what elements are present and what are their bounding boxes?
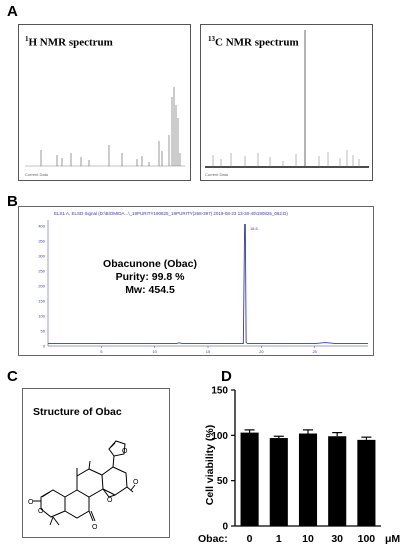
hplc-y-tick: 200 [38,284,45,289]
bar-30 [328,436,347,526]
hplc-panel [18,206,374,356]
x-tick-label: 100 [358,533,376,545]
bar-100 [357,439,376,526]
hplc-y-tick: 100 [38,314,45,319]
panel-label-c: C [7,368,18,385]
svg-text:O: O [92,524,98,531]
svg-text:O: O [28,499,34,506]
h-nmr-panel: 1H NMR spectrum Current Data [18,24,191,181]
hplc-x-tick: 20 [259,349,264,354]
hplc-annotation: Obacunone (Obac) Purity: 99.8 % Mw: 454.… [80,258,220,297]
panel-label-d: D [221,368,232,385]
y-tick-label: 100 [211,431,228,442]
hplc-x-tick: 15 [206,349,211,354]
c-nmr-panel: 13C NMR spectrum Current Data [200,24,373,181]
purity-text: Purity: 99.8 % [115,271,185,283]
y-tick-label: 50 [217,476,229,487]
x-axis-label: Obac: [198,533,228,545]
svg-text:O: O [38,508,44,515]
compound-name: Obacunone (Obac) [103,258,197,270]
h-nmr-spectrum: Current Data [25,87,185,177]
svg-text:Current Data: Current Data [25,172,49,177]
hplc-y-tick: 300 [38,254,45,259]
x-tick-label: 1 [276,533,282,545]
hplc-chart: 400 350 300 250 200 150 100 50 0 5 10 15 20 25 18.5 [38,220,368,354]
hplc-y-tick: 350 [38,239,45,244]
mw-text: Mw: 454.5 [125,284,175,296]
bar-0 [240,432,259,526]
h-nmr-title: 1H NMR spectrum [25,35,113,49]
hplc-y-tick: 150 [38,299,45,304]
hplc-y-tick: 50 [41,329,46,334]
panel-label-b: B [7,193,18,210]
hplc-y-tick: 400 [38,224,45,229]
y-axis-label: Cell viability (%) [204,425,216,506]
svg-text:O: O [133,479,139,486]
x-tick-label: 0 [247,533,253,545]
c-nmr-title: 13C NMR spectrum [208,35,299,49]
bar-10 [298,433,318,526]
svg-text:O: O [107,497,113,504]
svg-text:O: O [122,448,128,455]
structure-title: Structure of Obac [33,406,122,418]
x-tick-label: 10 [302,533,314,545]
panel-label-a: A [7,3,18,20]
c-nmr-spectrum: Current Data [205,30,369,177]
hplc-trace-line [48,224,368,345]
cell-viability-chart: 0 50 100 150 0 1 10 30 100 Cell viability (%) O… [198,386,400,546]
hplc-trace-title: ELS1 A, ELSD Signal (D:\BIOMIDA...\_19PU… [54,211,288,216]
y-tick-label: 0 [222,522,228,533]
x-axis-unit: μM [385,533,400,545]
hplc-x-tick: 10 [152,349,157,354]
hplc-y-tick: 250 [38,269,45,274]
bar-1 [269,438,288,526]
hplc-y-tick: 0 [43,344,46,349]
structure-panel: Structure of Obac [22,388,170,538]
y-tick-label: 150 [211,386,228,397]
svg-text:Current Data: Current Data [205,172,229,177]
obacunone-structure: O O O O O O [28,440,139,531]
x-tick-label: 30 [331,533,343,545]
hplc-x-tick: 5 [100,349,103,354]
svg-text:18.5: 18.5 [250,226,259,231]
hplc-x-tick: 25 [312,349,317,354]
